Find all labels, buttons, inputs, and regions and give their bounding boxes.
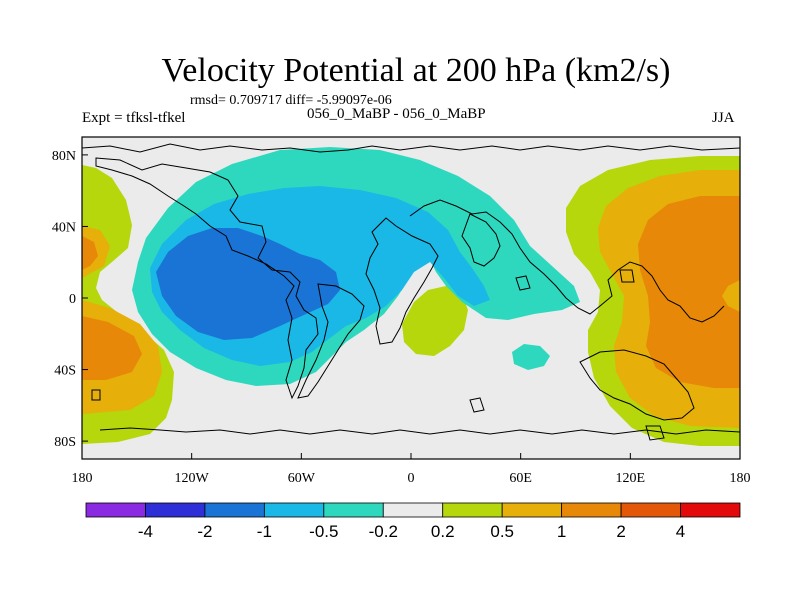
y-tick-label: 40S (54, 364, 76, 379)
x-tick-label: 60W (288, 471, 316, 486)
positive-region-east-3 (638, 196, 740, 388)
y-tick-label: 80S (54, 435, 76, 450)
contour-field (82, 137, 740, 459)
colorbar-label: 1 (557, 522, 566, 541)
coastlines (82, 143, 740, 441)
y-tick-label: 80N (52, 149, 76, 164)
y-axis: 80N 40N 0 40S 80S (52, 149, 88, 450)
x-tick-label: 60E (509, 471, 532, 486)
colorbar-swatch (204, 502, 265, 518)
subtitle-label: 056_0_MaBP - 056_0_MaBP (307, 106, 486, 122)
colorbar-swatch (323, 502, 384, 518)
y-tick-label: 0 (69, 292, 76, 307)
colorbar-label: 0.2 (431, 522, 455, 541)
x-tick-label: 120E (616, 471, 646, 486)
positive-region-west-4 (82, 236, 98, 270)
x-axis: 180 120W 60W 0 60E 120E 180 (72, 453, 751, 486)
colorbar-swatch (680, 502, 741, 518)
colorbar-swatch (501, 502, 563, 518)
colorbar-swatch (561, 502, 622, 518)
y-tick-label: 40N (52, 220, 76, 235)
colorbar-label: -4 (138, 522, 153, 541)
positive-region-atlantic (402, 286, 468, 356)
positive-region-east-4 (722, 280, 740, 312)
colorbar-label: 4 (676, 522, 685, 541)
colorbar-label: -0.2 (369, 522, 398, 541)
colorbar-label: 0.5 (490, 522, 514, 541)
x-tick-label: 180 (730, 471, 751, 486)
colorbar-swatch (263, 502, 325, 518)
x-tick-label: 180 (72, 471, 93, 486)
stats-label: rmsd= 0.709717 diff= -5.99097e-06 (190, 93, 392, 108)
colorbar-swatch (382, 502, 444, 518)
x-tick-label: 0 (408, 471, 415, 486)
colorbar-label: -2 (197, 522, 212, 541)
colorbar-label: -0.5 (309, 522, 338, 541)
colorbar-swatch (442, 502, 503, 518)
colorbar-label: 2 (616, 522, 625, 541)
colorbar-swatch (85, 502, 146, 518)
negative-region-4 (512, 344, 550, 370)
map-title: Velocity Potential at 200 hPa (km2/s) (161, 52, 671, 89)
x-tick-label: 120W (175, 471, 210, 486)
season-label: JJA (712, 110, 735, 126)
colorbar-swatch (620, 502, 681, 518)
colorbar-swatch (145, 502, 206, 518)
colorbar: -4 -2 -1 -0.5 -0.2 0.2 0.5 1 2 4 (85, 502, 741, 541)
positive-region-west-5 (82, 316, 142, 380)
negative-region-3 (156, 228, 340, 340)
colorbar-label: -1 (257, 522, 272, 541)
experiment-label: Expt = tfksl-tfkel (82, 110, 186, 126)
